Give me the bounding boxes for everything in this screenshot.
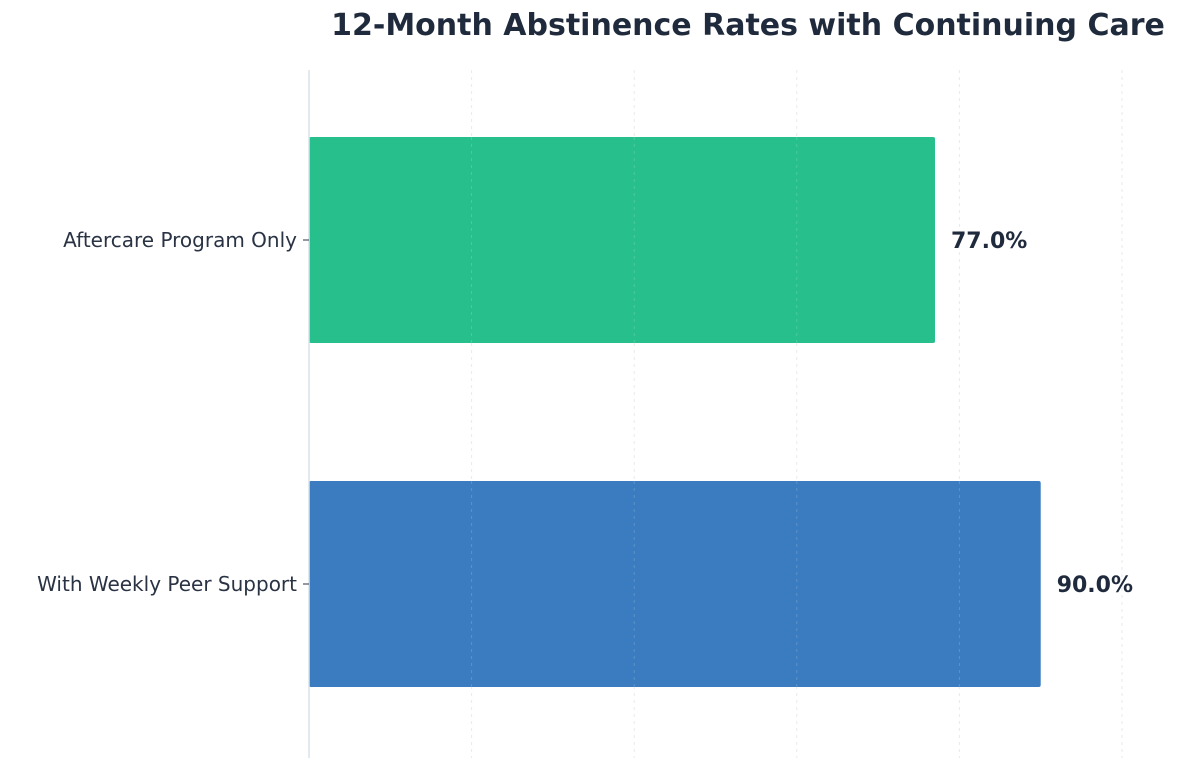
- category-label: With Weekly Peer Support: [37, 572, 297, 596]
- value-label: 77.0%: [951, 229, 1027, 254]
- category-label: Aftercare Program Only: [63, 228, 297, 252]
- value-label: 90.0%: [1057, 573, 1133, 598]
- bar: [309, 137, 936, 343]
- bars: [309, 137, 1041, 687]
- chart-title: 12-Month Abstinence Rates with Continuin…: [331, 8, 1165, 43]
- bar: [309, 481, 1041, 687]
- value-labels: 77.0% 90.0%: [951, 229, 1133, 598]
- category-labels: Aftercare Program Only With Weekly Peer S…: [37, 228, 309, 596]
